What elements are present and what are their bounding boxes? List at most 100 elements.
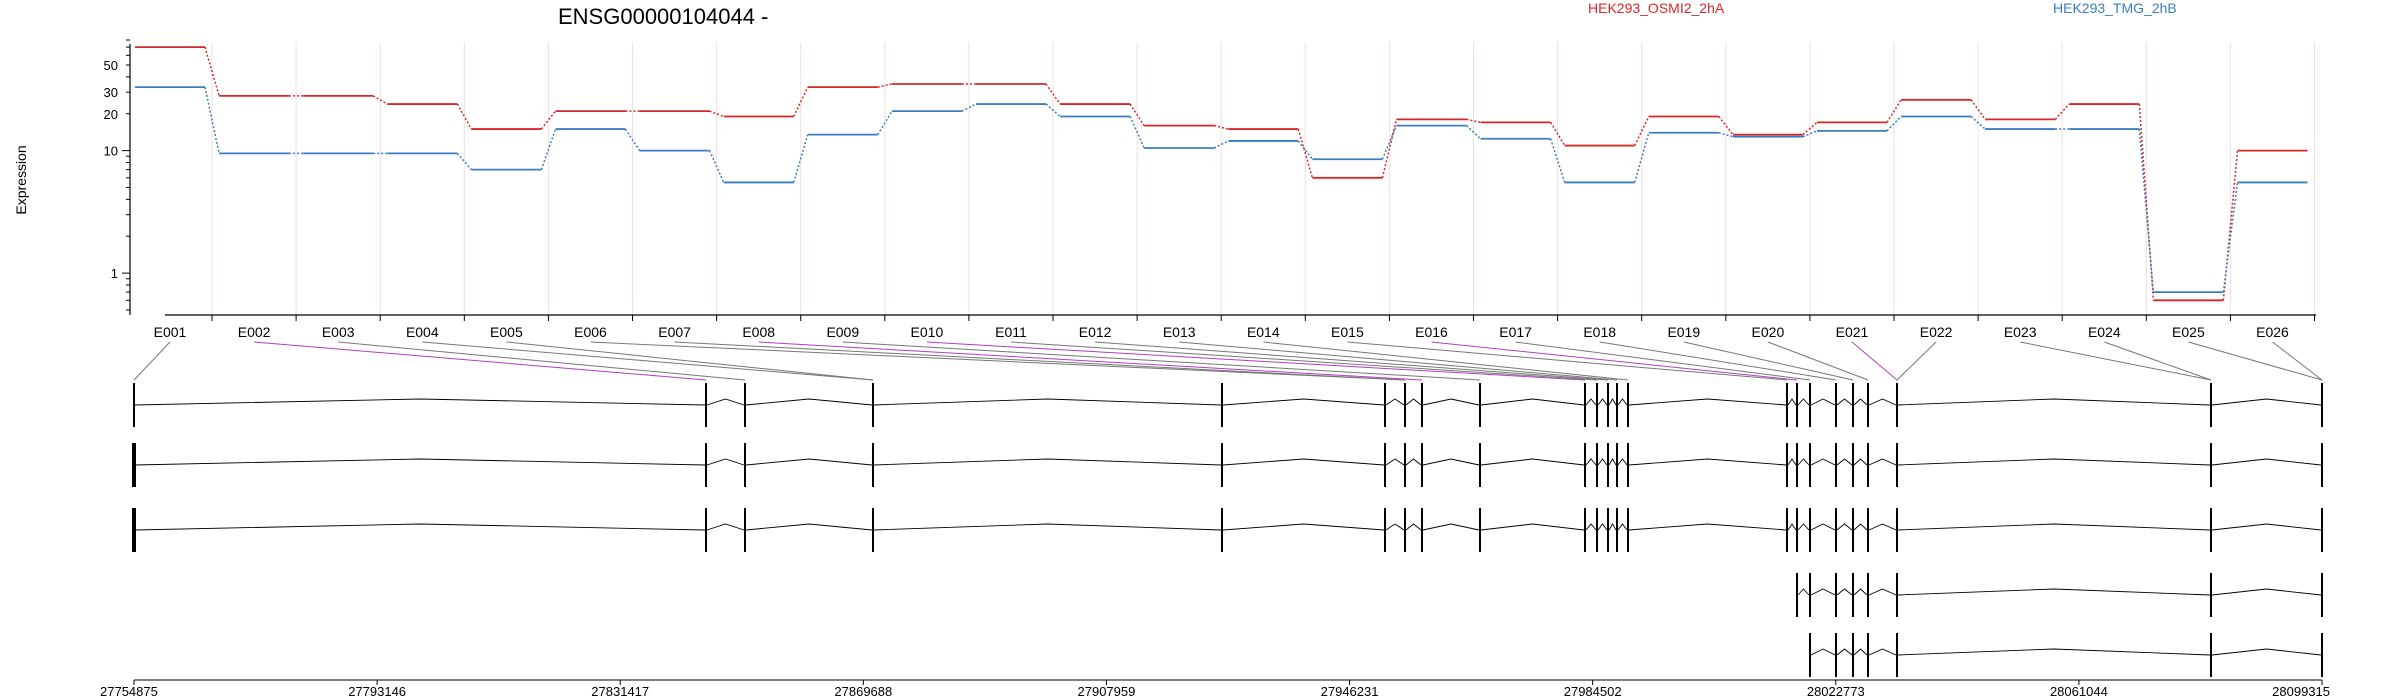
intron-line	[706, 458, 745, 466]
exon-block	[1221, 443, 1223, 487]
expression-connector	[792, 134, 809, 183]
exon-block	[872, 508, 874, 552]
exon-block	[1852, 383, 1854, 427]
coordinate-label: 27869688	[834, 684, 892, 699]
intron-line	[1405, 523, 1422, 531]
exon-label: E009	[826, 324, 859, 340]
exon-block	[133, 383, 135, 427]
intron-line	[1810, 398, 1836, 406]
exon-connector	[842, 341, 1481, 381]
exon-block	[1404, 443, 1406, 487]
exon-label: E015	[1331, 324, 1364, 340]
y-axis-label: Expression	[13, 145, 29, 214]
exon-connector	[674, 341, 1406, 381]
intron-line	[1836, 458, 1853, 466]
exon-block	[705, 508, 707, 552]
exon-connector	[1896, 341, 1937, 381]
exon-block	[1616, 383, 1618, 427]
intron-line	[1810, 458, 1836, 466]
exon-label: E004	[406, 324, 439, 340]
exon-block	[1221, 383, 1223, 427]
expression-connector	[2222, 182, 2239, 293]
legend-entry-tmg: HEK293_TMG_2hB	[2053, 0, 2177, 16]
exon-block	[2321, 443, 2323, 487]
intron-line	[1405, 458, 1422, 466]
x-axis: E001 E002 E003 E004 E005 E006 E007 E008 E009 E010…	[154, 314, 2316, 340]
expression-connector	[1549, 122, 1566, 146]
transcript-3	[132, 508, 2323, 552]
intron-line	[1617, 458, 1628, 466]
intron-line	[1897, 398, 2211, 406]
exon-label: E003	[322, 324, 355, 340]
intron-line	[1797, 458, 1810, 466]
exon-label: E020	[1752, 324, 1785, 340]
exon-block	[1896, 508, 1898, 552]
exon-label: E024	[2088, 324, 2121, 340]
exon-connector	[2104, 341, 2212, 381]
exon-connector	[1767, 341, 1869, 381]
expression-connector	[1213, 140, 1229, 149]
exon-block	[872, 443, 874, 487]
exon-block	[2321, 633, 2323, 677]
expression-connector	[2138, 128, 2155, 293]
exon-block	[1809, 573, 1811, 617]
exon-block	[1867, 508, 1869, 552]
exon-connector	[1010, 341, 1598, 381]
expression-connector	[1886, 99, 1902, 123]
exon-label: E026	[2256, 324, 2289, 340]
exon-block	[2321, 508, 2323, 552]
intron-line	[1597, 398, 1608, 406]
intron-line	[1222, 523, 1385, 531]
genome-coordinate-axis: 27754875 27793146 27831417 27869688 27907959…	[100, 679, 2330, 699]
intron-line	[1628, 523, 1787, 531]
exon-connectors	[133, 341, 2323, 381]
intron-line	[1897, 588, 2211, 596]
exon-block	[1221, 508, 1223, 552]
exon-connector	[422, 341, 874, 381]
exon-block	[1835, 633, 1837, 677]
exon-block	[1607, 508, 1609, 552]
exon-block	[1786, 383, 1788, 427]
expression-connector	[793, 86, 809, 117]
exon-connector	[1515, 341, 1811, 381]
exon-block	[1616, 508, 1618, 552]
exon-block	[1835, 508, 1837, 552]
intron-line	[1810, 523, 1836, 531]
intron-line	[745, 523, 873, 531]
expression-connector	[1045, 103, 1061, 118]
exon-block	[1852, 443, 1854, 487]
expression-connector	[709, 110, 724, 118]
exon-block	[1896, 443, 1898, 487]
exon-connector	[338, 341, 746, 381]
exon-block	[1384, 443, 1386, 487]
expression-connector	[1214, 124, 1229, 130]
exon-block	[1835, 443, 1837, 487]
exon-connector	[2020, 341, 2212, 381]
exon-block	[1627, 443, 1629, 487]
exon-block	[1479, 508, 1481, 552]
y-tick-label: 50	[104, 58, 118, 73]
intron-line	[1597, 523, 1608, 531]
exon-label: E008	[742, 324, 775, 340]
exon-block	[1607, 443, 1609, 487]
exon-label: E010	[911, 324, 944, 340]
y-tick-label: 20	[104, 107, 118, 122]
exon-connector	[1347, 341, 1788, 381]
exon-block	[2210, 383, 2212, 427]
y-tick-label: 1	[111, 266, 118, 281]
expression-connector	[1802, 130, 1818, 138]
intron-line	[1787, 523, 1797, 531]
expression-connector	[1466, 118, 1481, 124]
intron-line	[873, 523, 1222, 531]
exon-block	[132, 443, 136, 487]
exon-block	[2210, 443, 2212, 487]
intron-line	[1608, 398, 1617, 406]
exon-block	[1479, 443, 1481, 487]
exon-label: E021	[1836, 324, 1869, 340]
intron-line	[1585, 458, 1597, 466]
intron-line	[134, 398, 706, 406]
exon-block	[872, 383, 874, 427]
exon-connector	[2272, 341, 2323, 381]
intron-line	[134, 458, 706, 466]
